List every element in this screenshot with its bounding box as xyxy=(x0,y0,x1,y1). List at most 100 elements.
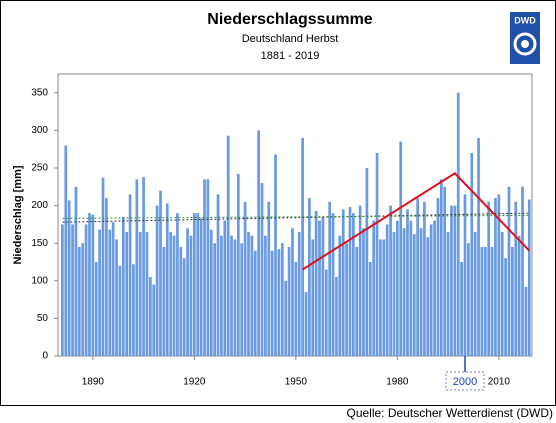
bar xyxy=(335,277,338,356)
bar xyxy=(494,198,497,356)
bar xyxy=(446,231,450,356)
y-tick-label: 50 xyxy=(37,313,49,324)
bar xyxy=(264,235,267,356)
bar xyxy=(524,286,528,356)
bar xyxy=(521,186,524,356)
bar xyxy=(477,137,480,356)
bar xyxy=(243,201,247,356)
bar xyxy=(71,224,74,356)
annotation-line xyxy=(302,171,531,271)
bar xyxy=(182,258,186,356)
bar xyxy=(291,228,294,356)
bar xyxy=(467,243,470,356)
bar xyxy=(385,224,389,356)
bar xyxy=(94,262,98,356)
bar xyxy=(456,92,460,357)
bar xyxy=(179,246,183,356)
bar xyxy=(142,177,145,356)
bar xyxy=(84,224,88,356)
bar xyxy=(128,194,132,356)
bar xyxy=(152,284,156,356)
bar xyxy=(250,235,254,356)
bar xyxy=(297,231,301,356)
bar xyxy=(399,141,403,356)
bar xyxy=(483,246,487,356)
bar xyxy=(318,220,321,356)
bar xyxy=(331,213,335,356)
bar xyxy=(321,216,325,356)
bar xyxy=(511,246,514,356)
bar xyxy=(230,235,233,356)
bar xyxy=(409,220,413,356)
bar xyxy=(135,179,139,356)
bar xyxy=(111,222,115,356)
bar xyxy=(423,201,426,356)
bar xyxy=(365,168,369,356)
bar xyxy=(108,229,112,356)
trend-line xyxy=(62,214,530,219)
bar xyxy=(436,198,440,356)
bar xyxy=(280,243,284,356)
bar xyxy=(74,186,78,356)
bar xyxy=(392,231,396,356)
bar xyxy=(497,194,501,356)
chart-subtitle: Deutschland Herbst xyxy=(242,33,339,45)
bar xyxy=(395,220,399,356)
bar xyxy=(274,154,277,356)
bar xyxy=(368,262,372,356)
bar xyxy=(196,213,200,356)
bar xyxy=(328,201,332,356)
bar xyxy=(118,265,122,356)
y-tick-label: 300 xyxy=(31,125,48,136)
bar xyxy=(77,246,81,356)
bar xyxy=(162,246,166,356)
bar xyxy=(199,218,203,356)
bar xyxy=(61,224,64,356)
x-tick-label: 1950 xyxy=(285,377,308,388)
bar xyxy=(145,231,149,356)
bar xyxy=(480,246,484,356)
bar xyxy=(362,228,365,356)
bar xyxy=(304,292,308,356)
bar xyxy=(267,201,271,356)
bar xyxy=(345,243,348,356)
bar xyxy=(517,235,521,356)
bar xyxy=(149,277,152,356)
bar xyxy=(453,205,457,356)
bar xyxy=(91,214,95,356)
trend-line xyxy=(62,212,530,223)
bar xyxy=(507,186,511,356)
bar xyxy=(487,201,491,356)
chart-title: Niederschlagssumme xyxy=(207,11,373,28)
bar xyxy=(504,258,507,356)
bar xyxy=(203,179,206,356)
bar xyxy=(81,243,85,356)
bar xyxy=(358,205,362,356)
bar xyxy=(257,130,260,356)
source: Quelle: Deutscher Wetterdienst (DWD) xyxy=(346,406,553,420)
bar xyxy=(159,190,162,356)
bar xyxy=(277,249,281,356)
bar xyxy=(220,235,223,356)
bar xyxy=(341,209,345,356)
logo: DWD xyxy=(510,12,540,64)
y-tick-label: 0 xyxy=(42,351,48,362)
bar xyxy=(284,280,288,356)
bar xyxy=(324,269,328,356)
bar xyxy=(216,194,220,356)
bar xyxy=(301,137,304,356)
bar xyxy=(176,213,179,356)
bar xyxy=(308,198,311,356)
bar xyxy=(450,205,453,356)
y-tick-label: 200 xyxy=(31,200,48,211)
bar xyxy=(433,220,436,356)
bar xyxy=(206,179,210,356)
bar xyxy=(463,194,467,356)
bar xyxy=(192,213,196,356)
logo-text: DWD xyxy=(514,15,536,25)
bar xyxy=(115,239,118,356)
bar xyxy=(287,246,291,356)
bar xyxy=(473,231,477,356)
x-tick-label: 1980 xyxy=(386,377,409,388)
bar xyxy=(165,203,169,356)
